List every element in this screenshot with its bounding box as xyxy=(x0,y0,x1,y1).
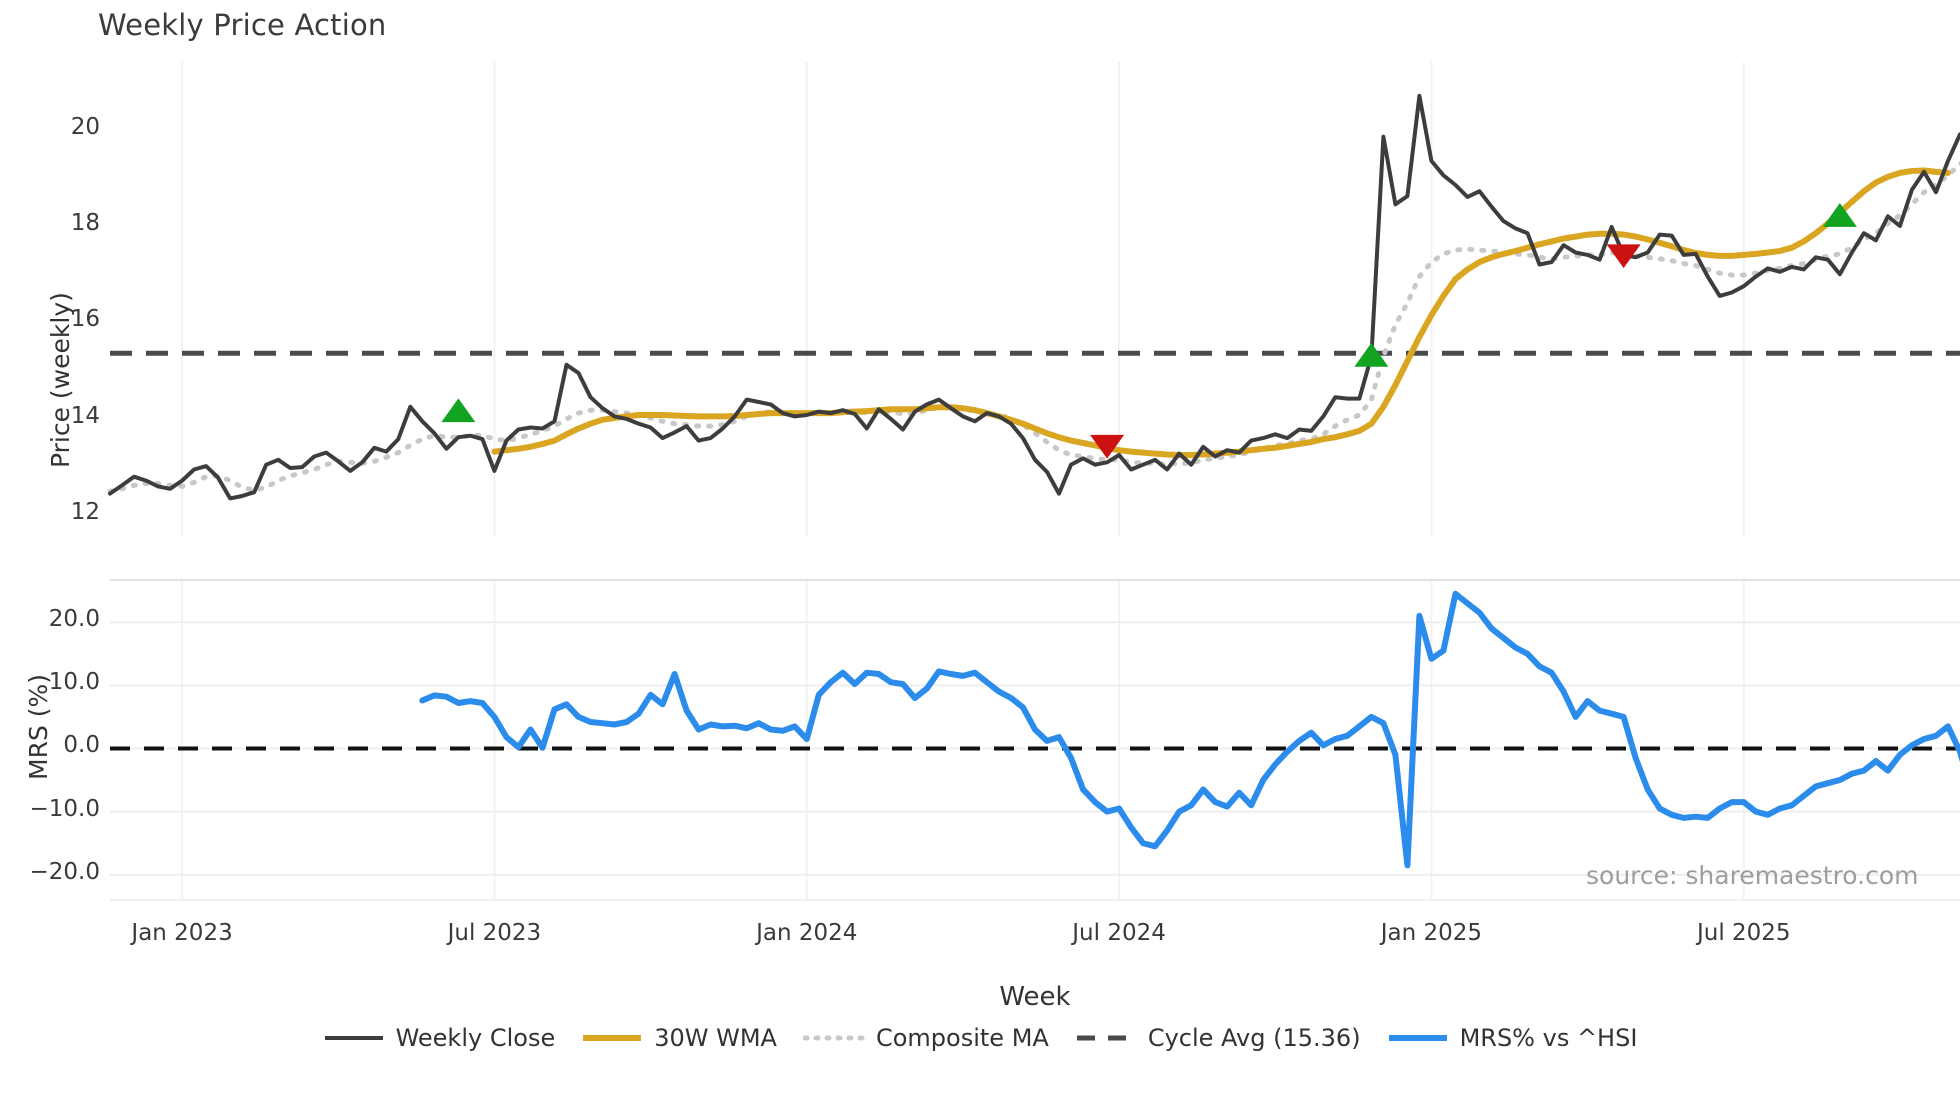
x-tick-label: Jan 2023 xyxy=(131,920,233,946)
legend-label: Weekly Close xyxy=(395,1024,556,1052)
legend-label: Composite MA xyxy=(875,1024,1049,1052)
weekly-close-line xyxy=(108,93,1960,501)
legend-item[interactable]: Cycle Avg (15.36) xyxy=(1075,1024,1361,1052)
x-tick-label: Jul 2024 xyxy=(1072,920,1166,946)
price-y-tick-label: 14 xyxy=(70,402,100,429)
x-tick-label: Jul 2025 xyxy=(1696,920,1791,946)
chart-title: Weekly Price Action xyxy=(98,8,387,42)
legend-swatch-solid xyxy=(324,1036,383,1040)
x-tick-label: Jul 2023 xyxy=(447,920,542,946)
mrs-y-tick-label: −20.0 xyxy=(29,858,100,885)
composite-ma-line xyxy=(107,160,1960,494)
x-tick-label: Jan 2024 xyxy=(756,920,858,946)
chart-legend: Weekly Close 30W WMA Composite MA Cycle Avg… xyxy=(0,1024,1960,1052)
buy-marker-triangle-up-icon xyxy=(1822,203,1857,227)
sell-marker-triangle-down-icon xyxy=(1090,434,1125,459)
legend-label: MRS% vs ^HSI xyxy=(1459,1024,1638,1052)
buy-marker-triangle-up-icon xyxy=(441,398,476,423)
price-y-tick-label: 12 xyxy=(70,499,100,526)
wma-line xyxy=(491,167,1951,458)
price-y-tick-label: 20 xyxy=(70,113,100,140)
x-tick-label: Jan 2025 xyxy=(1380,920,1483,946)
x-axis-label: Week xyxy=(999,982,1071,1012)
plot-canvas xyxy=(107,62,1960,901)
mrs-y-tick-label: 0.0 xyxy=(63,732,100,759)
legend-label: 30W WMA xyxy=(654,1024,777,1052)
legend-swatch-dotted xyxy=(802,1035,865,1041)
legend-item[interactable]: Weekly Close xyxy=(323,1024,556,1052)
mrs-line xyxy=(419,590,1960,869)
mrs-y-tick-label: −10.0 xyxy=(29,795,100,822)
legend-swatch-dashed xyxy=(1076,1035,1135,1041)
mrs-y-tick-label: 20.0 xyxy=(48,606,100,633)
legend-item[interactable]: Composite MA xyxy=(802,1024,1049,1052)
sell-marker-triangle-down-icon xyxy=(1606,244,1641,269)
price-y-tick-label: 18 xyxy=(70,209,100,236)
legend-swatch-solid xyxy=(1388,1035,1447,1041)
legend-item[interactable]: MRS% vs ^HSI xyxy=(1387,1024,1638,1052)
mrs-y-tick-label: 10.0 xyxy=(48,669,100,696)
legend-label: Cycle Avg (15.36) xyxy=(1147,1024,1361,1052)
source-watermark: source: sharemaestro.com xyxy=(1586,861,1919,890)
price-y-tick-label: 16 xyxy=(70,306,100,333)
buy-marker-triangle-up-icon xyxy=(1354,342,1389,367)
legend-swatch-solid xyxy=(583,1035,642,1041)
legend-item[interactable]: 30W WMA xyxy=(581,1024,777,1052)
